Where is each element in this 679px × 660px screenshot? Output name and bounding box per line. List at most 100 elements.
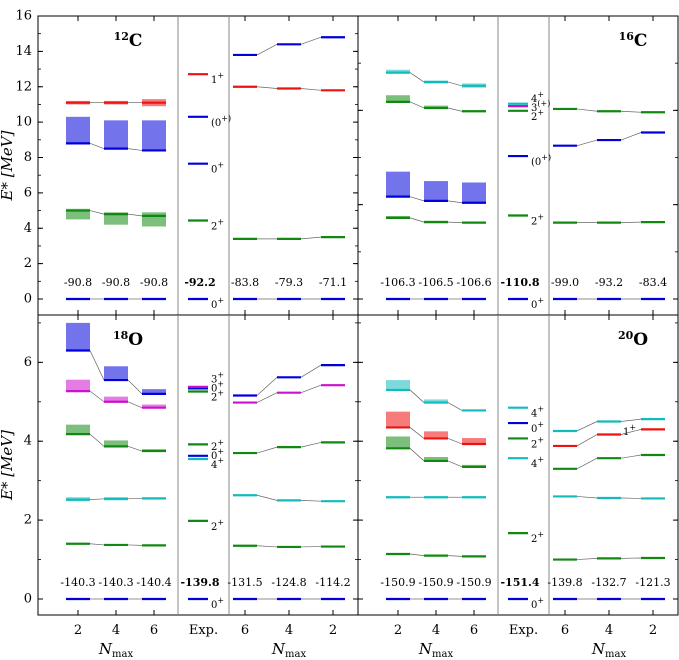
- level-connector: [409, 101, 425, 109]
- level-connector: [576, 496, 598, 499]
- gs-energy-label: -90.8: [64, 276, 92, 289]
- level-connector: [256, 377, 278, 396]
- level-connector: [447, 402, 463, 411]
- uncertainty-band: [424, 181, 448, 201]
- level-connector: [256, 446, 278, 454]
- uncertainty-band: [424, 431, 448, 439]
- level-connector: [127, 213, 143, 217]
- gs-energy-label: -83.4: [639, 276, 667, 289]
- exp-level-label: 2+: [531, 530, 544, 545]
- level-connector: [576, 421, 598, 432]
- x-tick-label: 6: [470, 623, 478, 638]
- gs-energy-label: -150.9: [380, 576, 415, 589]
- level-connector: [300, 88, 322, 91]
- x-tick-label: 4: [112, 623, 120, 638]
- x-tick-label: 2: [649, 623, 657, 638]
- x-axis-title: Nmax: [271, 640, 307, 660]
- uncertainty-band: [424, 105, 448, 108]
- x-tick-label: 4: [605, 623, 613, 638]
- level-connector: [89, 143, 105, 149]
- level-connector: [300, 36, 322, 45]
- panel-frame-16C: [357, 15, 679, 316]
- gs-energy-label: -150.9: [418, 576, 453, 589]
- exp-level-label: 3+: [211, 371, 224, 386]
- y-tick-label: 8: [24, 150, 32, 165]
- gs-energy-label: -93.2: [595, 276, 623, 289]
- exp-level-label: 0+: [211, 380, 224, 395]
- level-connector: [576, 457, 598, 470]
- exp-level-label: 0+: [531, 420, 544, 435]
- level-connector: [89, 543, 105, 546]
- uncertainty-band: [386, 380, 410, 390]
- level-connector: [409, 72, 425, 83]
- level-connector: [409, 553, 425, 556]
- exp-level-label: 4+: [531, 455, 544, 470]
- y-tick-label: 6: [24, 355, 32, 370]
- exp-level-label: 2+: [211, 389, 224, 404]
- exp-level-label: (0+): [211, 114, 231, 129]
- level-connector: [620, 418, 642, 422]
- panels-layer: [37, 15, 679, 616]
- level-connector: [576, 558, 598, 560]
- level-connector: [620, 110, 642, 113]
- level-connector: [409, 427, 425, 439]
- level-connector: [447, 107, 463, 112]
- x-axis-title: Nmax: [98, 640, 134, 660]
- y-axis-title: E* [MeV]: [0, 130, 16, 201]
- level-connector: [409, 217, 425, 223]
- uncertainty-band: [104, 212, 128, 225]
- exp-gs-energy-label: -151.4: [500, 576, 539, 589]
- panel-frame-18O: [37, 314, 359, 616]
- level-connector: [576, 139, 598, 147]
- x-tick-label: 6: [241, 623, 249, 638]
- level-connector: [447, 460, 463, 468]
- uncertainty-band: [462, 438, 486, 444]
- level-connector: [447, 200, 463, 204]
- gs-energy-label: -90.8: [140, 276, 168, 289]
- nucleus-label: 16C: [619, 30, 648, 51]
- level-connector: [89, 210, 105, 215]
- uncertainty-band: [66, 208, 90, 220]
- exp-level-label: 4+: [531, 90, 544, 105]
- level-connector: [256, 43, 278, 56]
- uncertainty-band: [104, 396, 128, 402]
- y-tick-label: 6: [24, 185, 32, 200]
- uncertainty-band: [104, 440, 128, 447]
- gs-energy-label: -114.2: [315, 576, 350, 589]
- x-tick-label: 6: [150, 623, 158, 638]
- uncertainty-band: [142, 212, 166, 227]
- level-connector: [256, 494, 278, 501]
- y-tick-label: 4: [24, 221, 32, 236]
- level-connector: [300, 364, 322, 378]
- x-axis-title: Nmax: [591, 640, 627, 660]
- level-connector: [576, 108, 598, 112]
- level-connector: [89, 433, 105, 447]
- gs-energy-label: -71.1: [319, 276, 347, 289]
- uncertainty-band: [66, 322, 90, 351]
- exp-level-label: 1+: [211, 71, 224, 86]
- exp-level-label: 0+: [211, 596, 224, 611]
- level-connector: [127, 379, 143, 395]
- exp-gs-energy-label: -139.8: [180, 576, 219, 589]
- exp-level-label: 0+: [211, 447, 224, 462]
- exp-level-label: 2+: [211, 438, 224, 453]
- exp-level-label: 3(+): [531, 99, 550, 114]
- exp-gs-energy-label: -92.2: [184, 276, 215, 289]
- level-connector: [256, 86, 278, 89]
- gs-energy-label: -140.3: [98, 576, 133, 589]
- x-axis-title: Nmax: [418, 640, 454, 660]
- gs-energy-label: -90.8: [102, 276, 130, 289]
- exp-level-label: 2+: [531, 108, 544, 123]
- gs-energy-label: -131.5: [227, 576, 262, 589]
- level-connector: [300, 236, 322, 240]
- nucleus-label: 18O: [113, 329, 143, 350]
- uncertainty-band: [142, 120, 166, 151]
- exp-level-label: 0+: [211, 161, 224, 176]
- gs-energy-label: -140.4: [136, 576, 171, 589]
- level-connector: [89, 390, 105, 403]
- uncertainty-band: [104, 120, 128, 149]
- annotation-label: 1+: [623, 423, 636, 438]
- gs-energy-label: -124.8: [271, 576, 306, 589]
- nucleus-label: 20O: [618, 329, 648, 350]
